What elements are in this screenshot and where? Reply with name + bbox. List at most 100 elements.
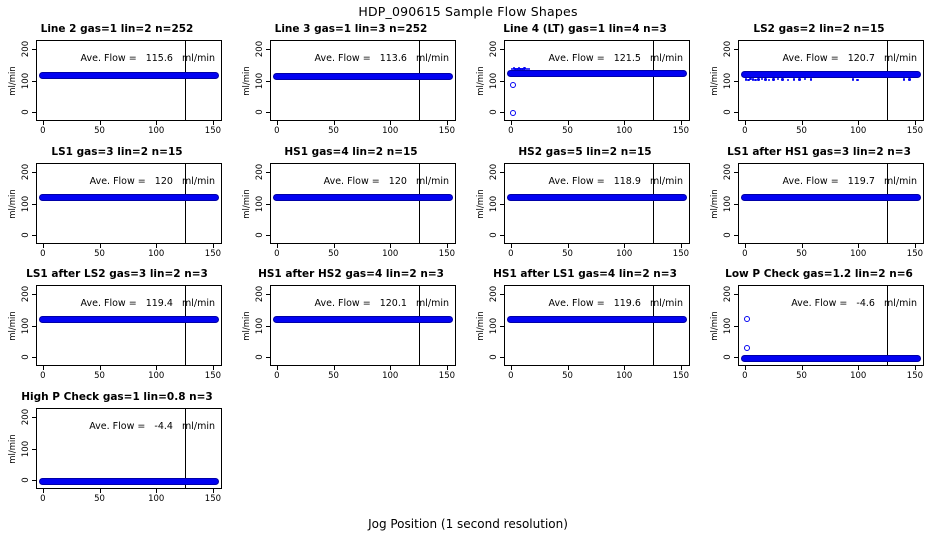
y-tick-label: 200 [21, 286, 31, 303]
x-tick-label: 150 [204, 494, 222, 504]
y-tick-label: 100 [723, 317, 733, 334]
x-tick-label: 100 [148, 126, 165, 136]
x-tick [156, 366, 158, 370]
x-tick [624, 244, 626, 248]
x-tick-label: 0 [508, 249, 514, 259]
scatter-dot [525, 67, 529, 71]
x-tick [156, 244, 158, 248]
x-tick-label: 50 [796, 249, 807, 259]
y-tick [500, 356, 504, 358]
plot-area [36, 408, 222, 489]
panel-title: HS2 gas=5 lin=2 n=15 [518, 146, 652, 158]
x-tick-label: 0 [40, 249, 46, 259]
scatter-dot [760, 77, 764, 81]
ave-flow-annotation: Ave. Flow = -4.4 ml/min [89, 420, 215, 432]
y-tick [266, 356, 270, 358]
y-tick [32, 294, 36, 296]
y-tick [734, 325, 738, 327]
y-tick-label: 200 [489, 286, 499, 303]
y-tick [266, 111, 270, 113]
scatter-dot [751, 78, 755, 81]
x-tick [42, 244, 44, 248]
y-axis-name: ml/min [476, 310, 486, 341]
ave-flow-annotation: Ave. Flow = 120 ml/min [89, 175, 215, 187]
x-tick-label: 100 [148, 494, 165, 504]
flow-points-band [273, 315, 453, 323]
y-axis-name: ml/min [710, 188, 720, 219]
flow-points-band [741, 354, 921, 362]
x-tick [858, 121, 860, 125]
scatter-dot [747, 78, 750, 82]
x-tick [446, 244, 448, 248]
y-tick [266, 325, 270, 327]
scatter-dot [809, 78, 813, 81]
x-tick [276, 121, 278, 125]
flow-panel-12: Low P Check gas=1.2 lin=2 n=6 0 100 200 0 50 1… [702, 245, 936, 381]
scatter-dot [786, 78, 790, 82]
x-tick [801, 244, 803, 248]
y-tick-label: 200 [255, 41, 265, 58]
flow-panel-6: HS1 gas=4 lin=2 n=15 0 100 200 0 50 100 150 ml/m… [234, 123, 468, 259]
flow-points-band [507, 194, 687, 202]
y-tick-label: 200 [489, 41, 499, 58]
scatter-dot [510, 67, 514, 71]
x-tick-label: 0 [40, 371, 46, 381]
y-tick-label: 0 [489, 354, 499, 360]
x-tick [42, 121, 44, 125]
y-tick-label: 200 [723, 41, 733, 58]
y-tick [266, 172, 270, 174]
x-tick [914, 121, 916, 125]
marker-line [652, 164, 654, 243]
x-tick [212, 121, 214, 125]
scatter-dot [776, 77, 780, 81]
x-tick-label: 0 [40, 494, 46, 504]
marker-line [652, 41, 654, 120]
y-axis-name: ml/min [242, 310, 252, 341]
marker-line [418, 164, 420, 243]
scatter-dot [908, 78, 911, 81]
scatter-dot [856, 78, 859, 82]
panel-title: HS1 after HS2 gas=4 lin=2 n=3 [258, 268, 444, 280]
scatter-dot [516, 67, 519, 71]
ave-flow-annotation: Ave. Flow = 119.6 ml/min [548, 297, 683, 309]
x-tick-label: 50 [94, 494, 105, 504]
y-axis-name: ml/min [8, 65, 18, 96]
x-tick-label: 50 [328, 126, 339, 136]
x-tick-label: 100 [850, 249, 867, 259]
ave-flow-annotation: Ave. Flow = 119.4 ml/min [80, 297, 215, 309]
marker-line [184, 164, 186, 243]
scatter-dot [902, 78, 906, 81]
x-tick-label: 0 [742, 249, 748, 259]
x-tick-label: 150 [438, 126, 456, 136]
scatter-dot [798, 78, 801, 81]
x-tick-label: 50 [94, 371, 105, 381]
marker-line [886, 164, 888, 243]
y-tick-label: 100 [489, 195, 499, 212]
x-tick [567, 244, 569, 248]
x-tick [333, 121, 335, 125]
scatter-dot [754, 78, 757, 82]
flow-panel-11: HS1 after LS1 gas=4 lin=2 n=3 0 100 200 0 50 1… [468, 245, 702, 381]
x-tick-label: 150 [204, 249, 222, 259]
y-tick [266, 234, 270, 236]
panel-title: LS1 gas=3 lin=2 n=15 [51, 146, 183, 158]
x-tick-label: 0 [742, 371, 748, 381]
x-tick [212, 244, 214, 248]
marker-line [418, 41, 420, 120]
y-tick-label: 0 [255, 354, 265, 360]
x-tick-label: 100 [382, 126, 399, 136]
scatter-dot [781, 78, 784, 81]
marker-line [886, 286, 888, 365]
y-tick [734, 203, 738, 205]
y-tick-label: 200 [489, 164, 499, 181]
scatter-dot [519, 67, 522, 71]
x-tick [276, 366, 278, 370]
marker-line [886, 41, 888, 120]
flow-points-band [507, 315, 687, 323]
x-tick-label: 100 [148, 249, 165, 259]
y-axis-name: ml/min [476, 188, 486, 219]
x-tick-label: 100 [148, 371, 165, 381]
scatter-dot [767, 78, 771, 82]
y-axis-name: ml/min [242, 188, 252, 219]
y-tick [734, 294, 738, 296]
